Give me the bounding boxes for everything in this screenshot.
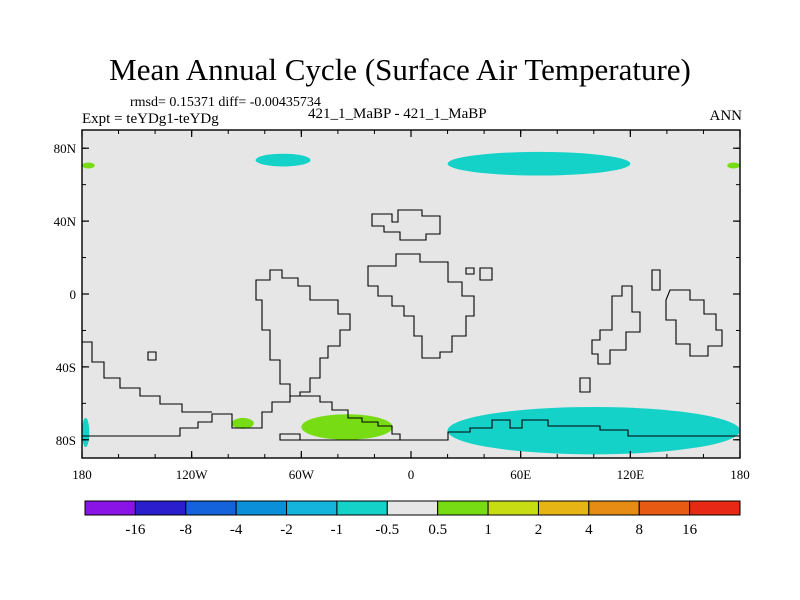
experiment-label: Expt = teYDg1-teYDg <box>82 111 219 127</box>
stats-text: rmsd= 0.15371 diff= -0.00435734 <box>130 95 321 110</box>
x-tick-label: 180 <box>730 467 750 482</box>
y-axis: 80N 40N 0 40S 80S <box>54 141 740 448</box>
region-siberia-arctic-cool <box>447 151 631 176</box>
colorbar-box <box>386 500 439 516</box>
y-tick-label: 40N <box>54 214 77 229</box>
colorbar-box <box>689 500 741 516</box>
x-tick-label: 120E <box>617 467 645 482</box>
coastline-asia <box>591 285 641 365</box>
plot-background <box>82 130 740 458</box>
colorbar-box <box>537 500 590 516</box>
coastline-south-america <box>255 269 351 397</box>
x-tick-label: 180 <box>72 467 92 482</box>
region-arctic-warm-west <box>82 162 95 169</box>
x-tick-label: 60E <box>510 467 531 482</box>
x-axis: 180 120W 60W 0 60E 120E 180 <box>72 130 750 482</box>
colorbar-box <box>437 500 489 516</box>
y-tick-label: 80S <box>56 433 76 448</box>
colorbar-box <box>286 500 338 516</box>
colorbar-label: 1 <box>484 522 492 538</box>
colorbar-label: -8 <box>180 522 193 538</box>
coastlines <box>82 209 740 441</box>
colorbar-box <box>487 500 539 516</box>
x-tick-label: 60W <box>289 467 315 482</box>
region-antarctic-pacific-warm <box>231 417 254 429</box>
y-tick-label: 80N <box>54 141 77 156</box>
colorbar-box <box>638 500 691 516</box>
region-antarctic-atlantic-cool-west <box>82 417 90 448</box>
colorbar-label: 16 <box>682 522 698 538</box>
colorbar-label: 4 <box>585 522 593 538</box>
colorbar: -16 -8 -4 -2 -1 -0.5 0.5 1 2 4 8 16 <box>84 500 741 538</box>
coastline-australia <box>665 289 723 357</box>
colorbar-box <box>588 500 640 516</box>
colorbar-label: -4 <box>230 522 243 538</box>
coastline-north-america-west <box>82 341 212 413</box>
chart-title: Mean Annual Cycle (Surface Air Temperatu… <box>109 52 691 87</box>
colorbar-label: -0.5 <box>375 522 399 538</box>
colorbar-label: 8 <box>635 522 643 538</box>
colorbar-label: 0.5 <box>428 522 447 538</box>
coastline-antarctica <box>82 395 740 441</box>
anomaly-regions <box>82 151 740 455</box>
x-tick-label: 0 <box>408 467 415 482</box>
coastline-eurasia <box>371 209 441 241</box>
colorbar-box <box>185 500 237 516</box>
colorbar-box <box>134 500 187 516</box>
colorbar-label: -16 <box>125 522 145 538</box>
case-label: 421_1_MaBP - 421_1_MaBP <box>308 106 487 122</box>
x-tick-label: 120W <box>176 467 209 482</box>
colorbar-box <box>235 500 288 516</box>
y-tick-label: 0 <box>70 287 77 302</box>
colorbar-box <box>336 500 388 516</box>
region-weddell-warm <box>301 414 393 440</box>
region-north-pacific-cool <box>255 153 311 167</box>
colorbar-label: 2 <box>535 522 543 538</box>
region-arctic-warm-east <box>727 162 740 169</box>
coastline-africa <box>367 253 475 359</box>
region-antarctic-indian-cool <box>447 406 740 455</box>
colorbar-label: -1 <box>331 522 344 538</box>
season-label: ANN <box>709 108 743 124</box>
colorbar-box <box>84 500 136 516</box>
colorbar-label: -2 <box>280 522 293 538</box>
coastline-islands <box>147 267 661 393</box>
y-tick-label: 40S <box>56 360 76 375</box>
